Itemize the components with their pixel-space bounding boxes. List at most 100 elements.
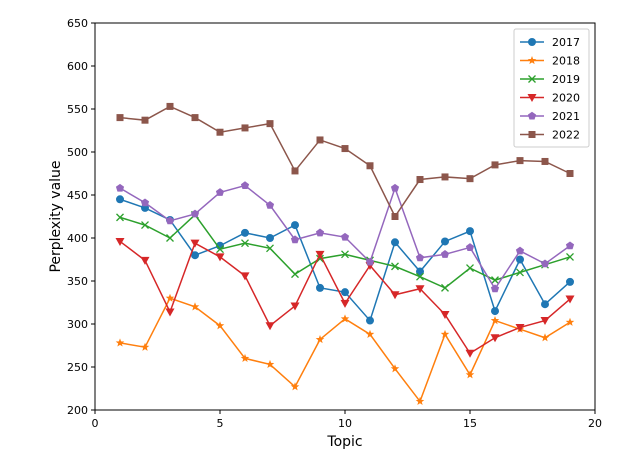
data-point-2019-16 bbox=[491, 276, 499, 285]
data-point-2019-1 bbox=[116, 213, 124, 222]
legend-item-2021: 2021 bbox=[520, 110, 580, 123]
y-tick-label: 350 bbox=[67, 275, 88, 288]
x-tick-label: 0 bbox=[92, 417, 99, 430]
data-point-2022-10 bbox=[341, 145, 349, 153]
y-tick-label: 450 bbox=[67, 189, 88, 202]
x-marker-stroke bbox=[466, 264, 474, 273]
x-tick-label: 20 bbox=[588, 417, 602, 430]
y-tick-label: 600 bbox=[67, 60, 88, 73]
legend-marker-2017 bbox=[528, 38, 536, 46]
data-point-2021-7 bbox=[265, 201, 275, 209]
data-point-2021-12 bbox=[390, 183, 400, 192]
data-point-2017-11 bbox=[366, 316, 374, 325]
x-tick-label: 10 bbox=[338, 417, 352, 430]
series-2019 bbox=[116, 210, 574, 292]
data-point-2019-14 bbox=[441, 283, 449, 292]
series-2021 bbox=[115, 181, 575, 293]
data-point-2018-19 bbox=[565, 317, 575, 326]
data-point-2022-8 bbox=[291, 167, 299, 175]
legend-marker-2022 bbox=[528, 131, 536, 138]
data-point-2018-13 bbox=[415, 396, 425, 406]
data-point-2017-6 bbox=[241, 228, 249, 237]
data-point-2022-3 bbox=[166, 102, 174, 110]
y-axis-label: Perplexity value bbox=[48, 160, 64, 272]
data-point-2018-16 bbox=[490, 316, 500, 325]
legend-marker-2019 bbox=[528, 75, 536, 83]
data-point-2017-13 bbox=[416, 267, 424, 276]
data-point-2019-13 bbox=[416, 272, 424, 281]
series-2018 bbox=[115, 293, 575, 406]
data-point-2019-6 bbox=[241, 239, 249, 248]
data-point-2022-5 bbox=[216, 128, 224, 136]
data-point-2020-17 bbox=[515, 323, 525, 332]
data-point-2020-4 bbox=[190, 239, 200, 248]
legend-item-2018: 2018 bbox=[520, 55, 580, 68]
data-point-2021-2 bbox=[140, 198, 150, 207]
data-point-2020-2 bbox=[140, 256, 150, 265]
legend-item-2020: 2020 bbox=[520, 92, 580, 105]
data-point-2018-4 bbox=[190, 302, 200, 311]
data-point-2018-6 bbox=[240, 353, 250, 363]
data-point-2019-8 bbox=[291, 270, 299, 279]
data-point-2021-19 bbox=[565, 241, 575, 250]
data-point-2019-10 bbox=[341, 250, 349, 259]
x-marker-stroke bbox=[516, 268, 524, 277]
data-point-2022-13 bbox=[416, 176, 424, 184]
x-marker-stroke bbox=[491, 276, 499, 285]
data-point-2020-14 bbox=[440, 311, 450, 320]
data-point-2020-6 bbox=[240, 272, 250, 281]
y-tick-label: 650 bbox=[67, 17, 88, 30]
data-point-2022-7 bbox=[266, 120, 274, 128]
data-point-2020-12 bbox=[390, 291, 400, 300]
series-line-2022 bbox=[119, 105, 571, 218]
data-point-2017-1 bbox=[116, 195, 124, 204]
series-2022 bbox=[116, 102, 574, 220]
data-point-2017-14 bbox=[441, 237, 449, 246]
data-point-2018-2 bbox=[140, 342, 150, 351]
data-point-2018-3 bbox=[165, 293, 175, 302]
data-point-2021-14 bbox=[440, 250, 450, 258]
data-point-2020-15 bbox=[465, 349, 475, 358]
y-tick-label: 400 bbox=[67, 232, 88, 245]
data-point-2021-8 bbox=[290, 235, 300, 244]
data-point-2021-4 bbox=[190, 209, 200, 218]
data-point-2022-15 bbox=[466, 175, 474, 183]
data-point-2022-19 bbox=[566, 170, 574, 177]
data-point-2019-2 bbox=[141, 221, 149, 230]
x-marker-stroke bbox=[216, 245, 224, 254]
x-marker-stroke bbox=[141, 221, 149, 230]
data-point-2018-10 bbox=[340, 314, 350, 323]
data-point-2017-12 bbox=[391, 238, 399, 247]
data-point-2018-18 bbox=[540, 333, 550, 342]
data-point-2017-19 bbox=[566, 277, 574, 286]
data-point-2018-11 bbox=[365, 329, 375, 338]
data-point-2020-1 bbox=[115, 237, 125, 246]
data-point-2018-15 bbox=[465, 370, 475, 379]
y-tick-label: 200 bbox=[67, 404, 88, 417]
data-point-2017-18 bbox=[541, 300, 549, 309]
y-tick-label: 500 bbox=[67, 146, 88, 159]
legend-label-2020: 2020 bbox=[552, 92, 580, 105]
data-point-2020-18 bbox=[540, 317, 550, 326]
data-point-2021-18 bbox=[540, 259, 550, 268]
data-point-2018-5 bbox=[215, 321, 225, 330]
data-point-2021-6 bbox=[240, 181, 250, 190]
x-marker-stroke bbox=[266, 244, 274, 253]
data-point-2022-12 bbox=[391, 213, 399, 220]
y-tick-label: 550 bbox=[67, 103, 88, 116]
data-point-2020-10 bbox=[340, 299, 350, 308]
data-point-2018-7 bbox=[265, 359, 275, 369]
series-line-2018 bbox=[119, 297, 571, 403]
data-point-2019-19 bbox=[566, 252, 574, 261]
data-point-2022-18 bbox=[541, 157, 549, 165]
x-marker-stroke bbox=[291, 270, 299, 279]
data-point-2019-12 bbox=[391, 262, 399, 271]
x-marker-stroke bbox=[166, 234, 174, 242]
x-marker-stroke bbox=[391, 262, 399, 271]
data-point-2021-13 bbox=[415, 253, 425, 262]
data-point-2018-8 bbox=[290, 382, 300, 391]
data-point-2019-17 bbox=[516, 268, 524, 277]
data-point-2021-5 bbox=[215, 188, 225, 196]
